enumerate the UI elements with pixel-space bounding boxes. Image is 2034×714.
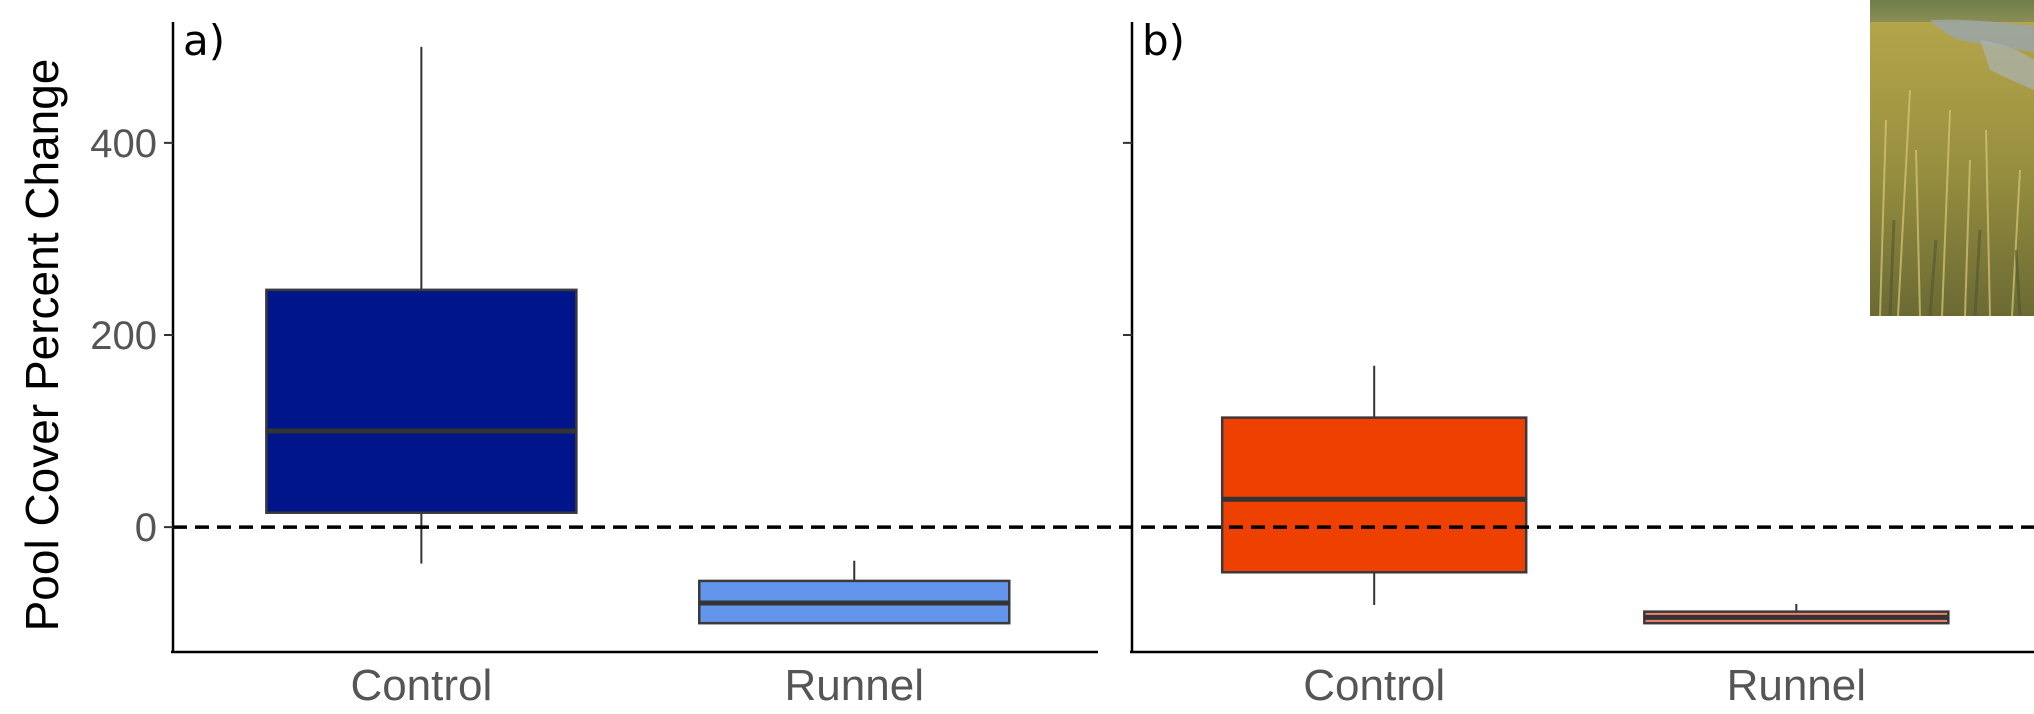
panel-label-2: b): [1142, 16, 1185, 65]
y-axis-title: Pool Cover Percent Change: [16, 59, 68, 632]
y-tick-label: 200: [90, 314, 157, 358]
y-tick-label: 0: [135, 506, 157, 550]
x-category-label-runnel: Runnel: [1727, 661, 1866, 709]
x-category-label-control: Control: [350, 661, 492, 709]
x-category-label-runnel: Runnel: [785, 661, 924, 709]
marsh-photo-inset: [1870, 0, 2034, 316]
panel-label-1: a): [183, 16, 225, 65]
marsh-photo-icon: [1870, 0, 2034, 316]
x-category-label-control: Control: [1303, 661, 1445, 709]
y-tick-label: 400: [90, 122, 157, 166]
box-control: [1220, 416, 1528, 574]
box-control: [265, 288, 578, 514]
